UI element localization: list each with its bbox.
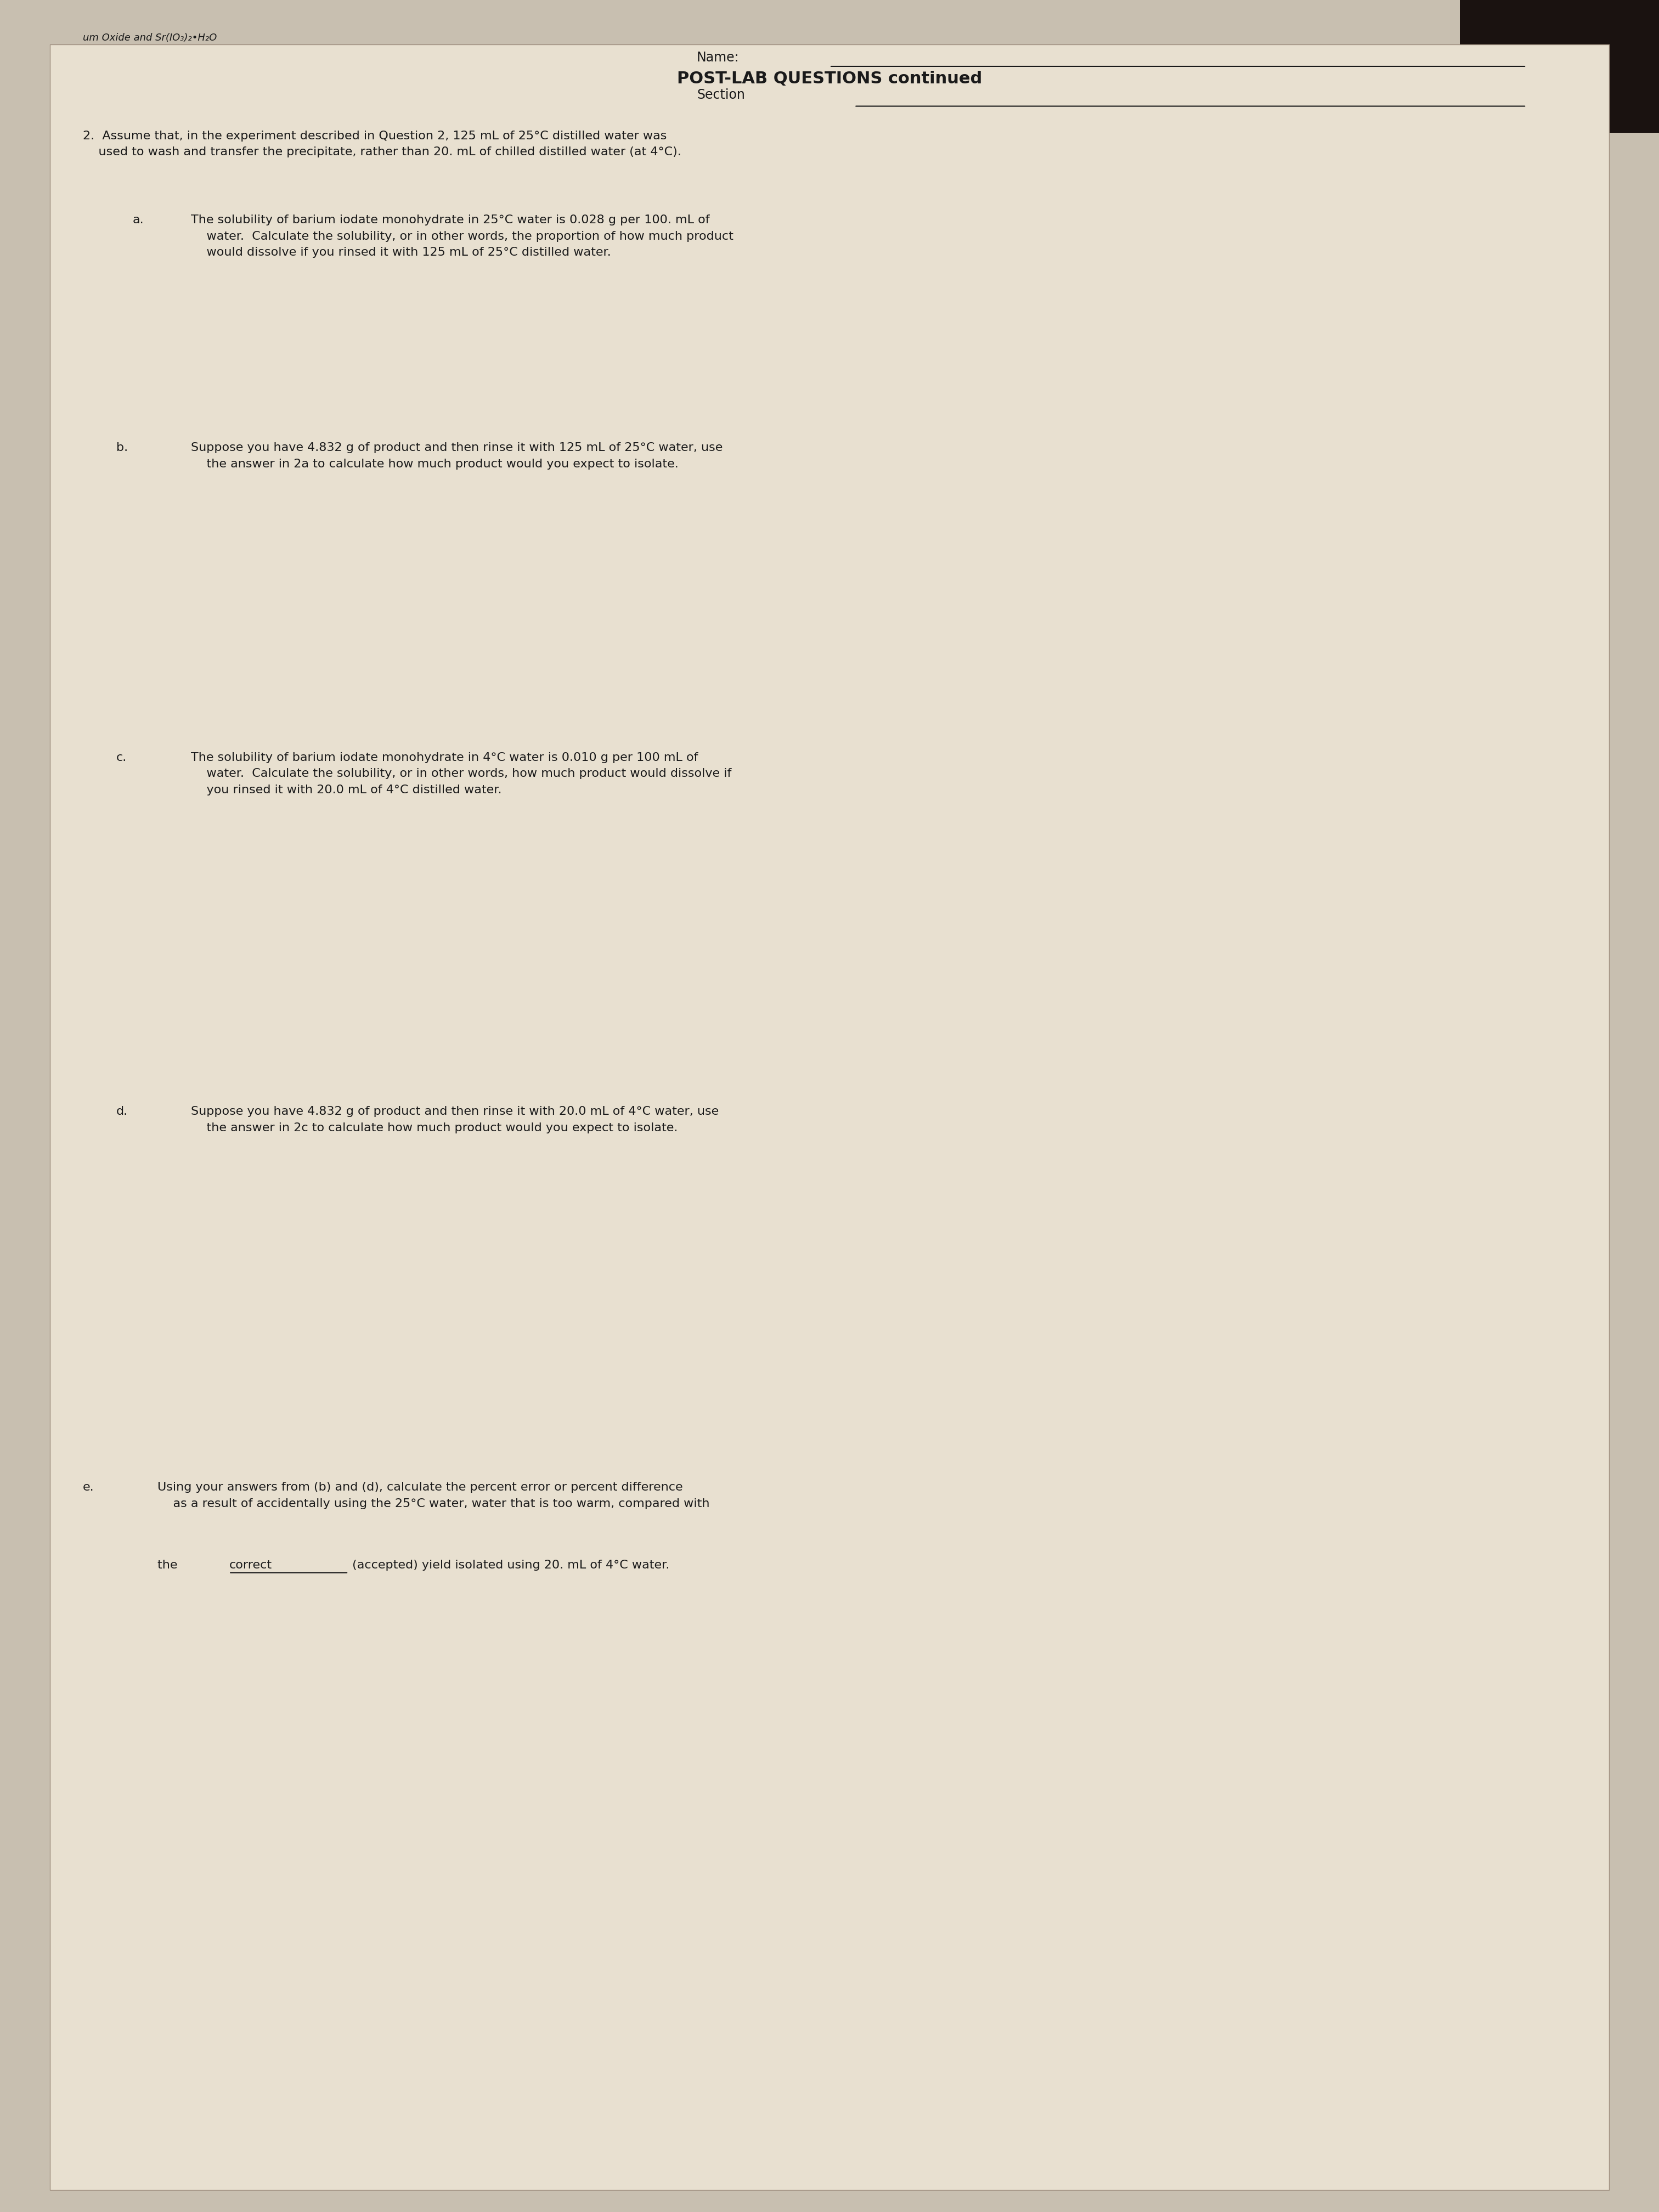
FancyBboxPatch shape [1460, 0, 1659, 133]
Text: POST-LAB QUESTIONS continued: POST-LAB QUESTIONS continued [677, 71, 982, 86]
Text: (accepted) yield isolated using 20. mL of 4°C water.: (accepted) yield isolated using 20. mL o… [348, 1559, 670, 1571]
Text: e.: e. [83, 1482, 95, 1493]
Text: Using your answers from (b) and (d), calculate the percent error or percent diff: Using your answers from (b) and (d), cal… [158, 1482, 710, 1509]
Text: d.: d. [116, 1106, 128, 1117]
Text: the: the [158, 1559, 181, 1571]
FancyBboxPatch shape [50, 44, 1609, 2190]
Text: correct: correct [229, 1559, 272, 1571]
Text: The solubility of barium iodate monohydrate in 25°C water is 0.028 g per 100. mL: The solubility of barium iodate monohydr… [191, 215, 733, 259]
Text: c.: c. [116, 752, 126, 763]
Text: Name:: Name: [697, 51, 740, 64]
Text: um Oxide and Sr(IO₃)₂•H₂O: um Oxide and Sr(IO₃)₂•H₂O [83, 33, 217, 42]
Text: 2.  Assume that, in the experiment described in Question 2, 125 mL of 25°C disti: 2. Assume that, in the experiment descri… [83, 131, 682, 157]
Text: Section: Section [697, 88, 745, 102]
Text: Suppose you have 4.832 g of product and then rinse it with 20.0 mL of 4°C water,: Suppose you have 4.832 g of product and … [191, 1106, 718, 1133]
Text: The solubility of barium iodate monohydrate in 4°C water is 0.010 g per 100 mL o: The solubility of barium iodate monohydr… [191, 752, 732, 796]
Text: a.: a. [133, 215, 144, 226]
Text: b.: b. [116, 442, 128, 453]
Text: Suppose you have 4.832 g of product and then rinse it with 125 mL of 25°C water,: Suppose you have 4.832 g of product and … [191, 442, 723, 469]
